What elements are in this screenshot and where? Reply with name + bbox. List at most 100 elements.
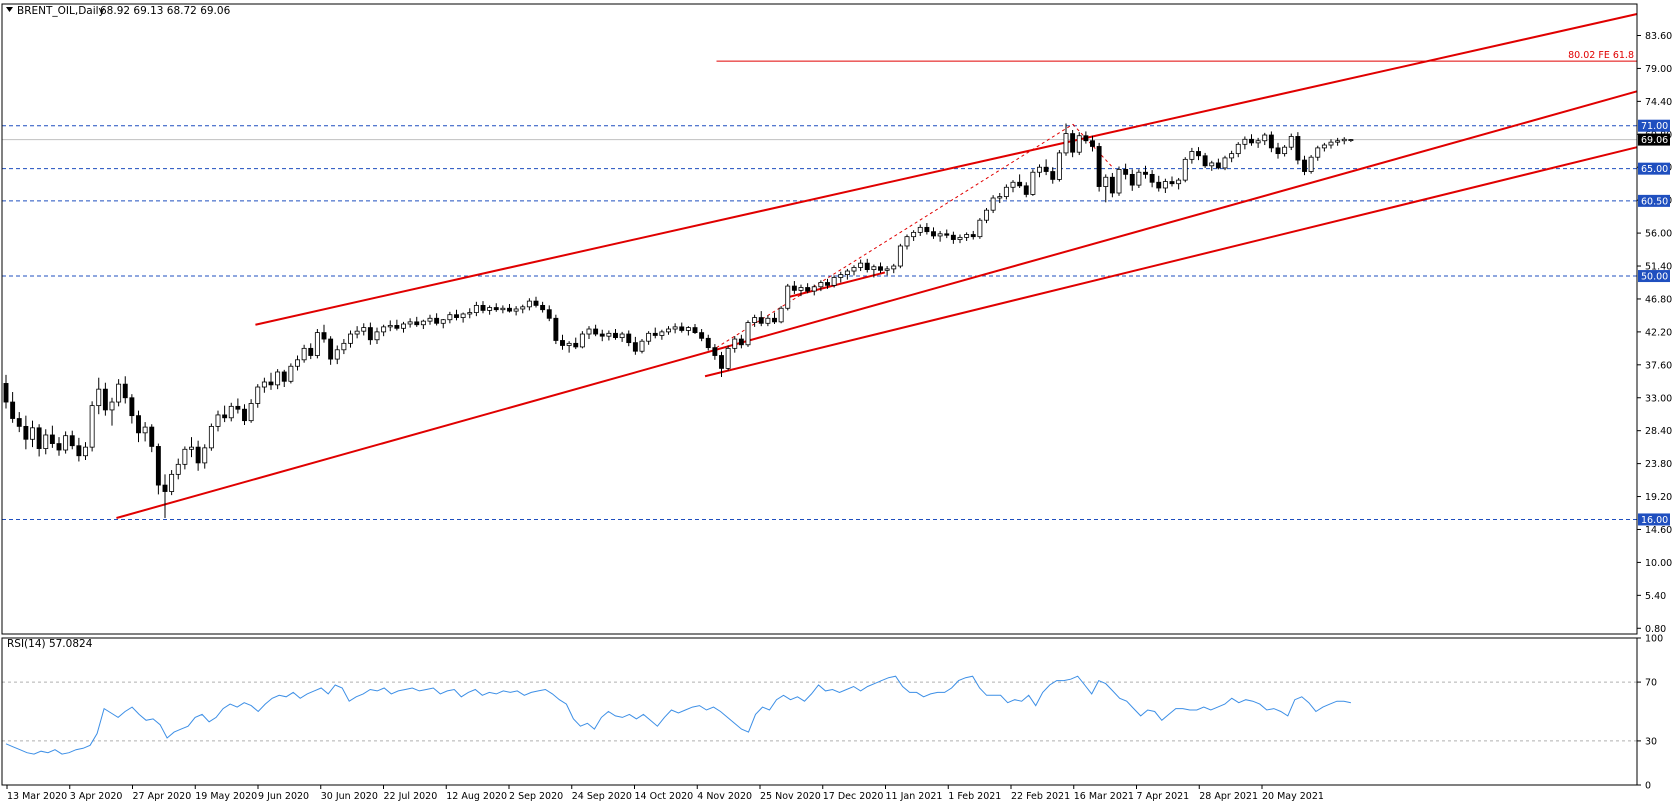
candle[interactable] <box>964 232 970 241</box>
dashed-trend-line[interactable] <box>716 123 1074 349</box>
candle[interactable] <box>1229 150 1235 163</box>
candle[interactable] <box>984 208 989 224</box>
candle[interactable] <box>977 218 983 239</box>
candle[interactable] <box>1090 135 1095 152</box>
candle[interactable] <box>1282 145 1288 157</box>
candle[interactable] <box>36 424 42 457</box>
candle[interactable] <box>1003 184 1009 200</box>
candle[interactable] <box>785 283 791 311</box>
candle[interactable] <box>560 334 565 350</box>
candle[interactable] <box>387 320 393 332</box>
candle[interactable] <box>838 271 844 283</box>
candle[interactable] <box>626 330 632 347</box>
candle[interactable] <box>83 442 88 461</box>
candle[interactable] <box>765 315 771 327</box>
candle[interactable] <box>268 372 274 390</box>
candle[interactable] <box>1156 175 1162 192</box>
candle[interactable] <box>89 401 95 452</box>
candle[interactable] <box>43 429 49 455</box>
candle[interactable] <box>427 314 433 325</box>
candle[interactable] <box>705 334 711 351</box>
candle[interactable] <box>447 311 453 324</box>
candle[interactable] <box>904 234 910 250</box>
candle[interactable] <box>109 397 115 426</box>
candle[interactable] <box>202 444 208 469</box>
channel-line[interactable] <box>255 13 1638 326</box>
candle[interactable] <box>884 266 890 276</box>
candle[interactable] <box>500 305 506 314</box>
candle[interactable] <box>831 275 837 288</box>
candle[interactable] <box>1136 169 1142 188</box>
candle[interactable] <box>745 320 751 347</box>
candle[interactable] <box>632 336 638 355</box>
candle[interactable] <box>798 284 804 297</box>
candle[interactable] <box>361 323 367 336</box>
candle[interactable] <box>1295 132 1301 165</box>
candle[interactable] <box>520 304 526 314</box>
candle[interactable] <box>1043 159 1049 176</box>
candle[interactable] <box>381 324 387 337</box>
candle[interactable] <box>911 230 917 241</box>
candle[interactable] <box>917 224 923 236</box>
candle[interactable] <box>944 229 950 239</box>
candle[interactable] <box>546 305 552 322</box>
candle[interactable] <box>805 283 811 294</box>
candle[interactable] <box>719 351 724 377</box>
candle[interactable] <box>354 326 360 339</box>
candle[interactable] <box>1169 176 1175 187</box>
candle[interactable] <box>924 223 930 235</box>
candle[interactable] <box>30 420 35 448</box>
candle[interactable] <box>473 301 479 317</box>
candle[interactable] <box>553 314 559 345</box>
candle[interactable] <box>1262 132 1268 146</box>
candle[interactable] <box>858 259 864 272</box>
candle[interactable] <box>261 377 267 393</box>
candle[interactable] <box>49 425 55 448</box>
candle[interactable] <box>169 470 175 496</box>
candle[interactable] <box>414 316 420 327</box>
candle[interactable] <box>308 343 314 360</box>
candle[interactable] <box>348 330 353 348</box>
candle[interactable] <box>1268 131 1274 153</box>
candle[interactable] <box>692 324 698 335</box>
candle[interactable] <box>1037 164 1042 178</box>
candle[interactable] <box>712 344 718 360</box>
candle[interactable] <box>950 231 956 244</box>
candle[interactable] <box>149 424 155 453</box>
candle[interactable] <box>619 331 625 342</box>
candle[interactable] <box>646 331 652 345</box>
candle[interactable] <box>778 306 784 324</box>
candle[interactable] <box>116 379 122 407</box>
candle[interactable] <box>579 331 585 349</box>
candle[interactable] <box>1162 178 1168 193</box>
candle[interactable] <box>255 384 261 408</box>
candle[interactable] <box>175 458 181 480</box>
candle[interactable] <box>685 326 691 336</box>
candle[interactable] <box>1017 174 1023 188</box>
candle[interactable] <box>122 376 128 404</box>
candle[interactable] <box>1083 131 1089 144</box>
candle[interactable] <box>1116 166 1122 196</box>
price-panel[interactable]: 80.02 FE 61.8 <box>2 13 1638 520</box>
candle[interactable] <box>1176 177 1182 190</box>
candle[interactable] <box>182 446 188 470</box>
candle[interactable] <box>772 312 777 325</box>
candle[interactable] <box>155 443 161 495</box>
candle[interactable] <box>407 318 413 328</box>
candle[interactable] <box>208 423 214 451</box>
candle[interactable] <box>1288 133 1294 151</box>
candle[interactable] <box>321 324 327 343</box>
candle[interactable] <box>1109 172 1115 198</box>
candle[interactable] <box>666 326 671 335</box>
candle[interactable] <box>341 339 347 355</box>
candle[interactable] <box>1249 134 1254 146</box>
candle[interactable] <box>1328 139 1334 149</box>
candle[interactable] <box>189 437 194 458</box>
candle[interactable] <box>454 309 459 321</box>
symbol-menu-icon[interactable] <box>6 7 13 12</box>
candle[interactable] <box>1341 137 1347 145</box>
candle[interactable] <box>738 334 744 349</box>
candle[interactable] <box>825 278 830 289</box>
candle[interactable] <box>129 394 135 424</box>
